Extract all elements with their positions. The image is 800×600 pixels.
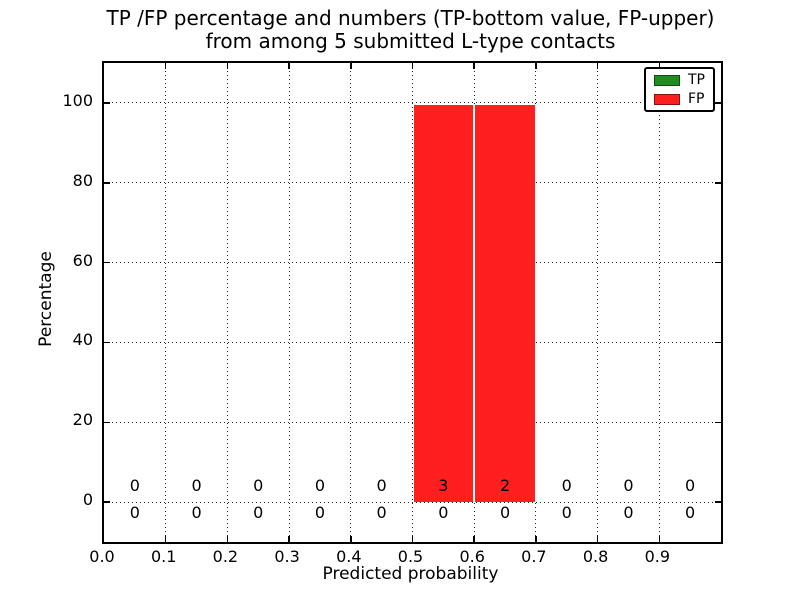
legend: TP FP [644, 67, 715, 112]
x-tick-mark [596, 63, 599, 69]
legend-label: FP [688, 91, 705, 107]
plot-area: TP FP 0 0 0 0 0 0 0 0 0 0 3 0 2 0 0 0 0 0 0 0 [102, 61, 723, 544]
fp-count-label: 0 [685, 476, 696, 496]
x-tick-mark [226, 536, 229, 542]
fp-count-label: 0 [376, 476, 387, 496]
x-tick-label: 0.4 [336, 547, 362, 566]
tp-count-label: 0 [561, 503, 572, 523]
tp-count-label: 0 [685, 503, 696, 523]
bar-fp [412, 104, 475, 503]
fp-count-label: 0 [314, 476, 326, 496]
tp-legend-swatch [654, 74, 680, 86]
y-tick-mark [715, 421, 721, 423]
x-tick-mark [473, 63, 475, 69]
x-tick-label: 0.1 [150, 547, 177, 566]
fp-count-label: 0 [561, 476, 572, 496]
chart-title-line2: from among 5 submitted L-type contacts [205, 29, 616, 53]
fp-count-label: 0 [191, 476, 202, 496]
y-tick-label: 60 [72, 250, 93, 270]
fp-count-label: 3 [438, 476, 449, 496]
x-tick-mark [288, 536, 290, 542]
gridline-vertical [288, 63, 290, 542]
y-tick-mark [715, 102, 721, 104]
gridline-vertical [350, 63, 352, 542]
tp-count-label: 0 [253, 503, 264, 523]
x-tick-mark [596, 536, 599, 542]
y-tick-mark [715, 182, 721, 184]
y-tick-mark [104, 501, 110, 503]
gridline-vertical [226, 63, 228, 542]
gridline-vertical [165, 63, 167, 542]
gridline-vertical [535, 63, 537, 542]
tp-count-label: 0 [623, 503, 634, 523]
y-tick-label: 100 [62, 90, 93, 110]
x-tick-mark [658, 536, 661, 542]
y-tick-mark [715, 341, 721, 344]
x-tick-mark [411, 536, 414, 542]
x-tick-mark [535, 63, 537, 69]
x-tick-label: 0.3 [274, 547, 300, 566]
x-tick-label: 0.7 [521, 547, 547, 566]
legend-item: TP [654, 73, 705, 87]
y-tick-label: 0 [82, 490, 93, 510]
x-axis-label: Predicted probability [322, 564, 499, 584]
y-tick-mark [104, 421, 110, 423]
x-tick-mark [350, 63, 352, 69]
x-tick-label: 0.6 [459, 547, 485, 566]
tp-count-label: 0 [499, 503, 511, 523]
y-tick-label: 20 [72, 410, 93, 430]
fp-count-label: 2 [499, 476, 511, 496]
x-tick-mark [226, 63, 229, 69]
y-tick-mark [104, 182, 110, 184]
fp-count-label: 0 [129, 476, 140, 496]
y-tick-mark [715, 501, 721, 503]
y-tick-label: 40 [72, 330, 93, 350]
x-tick-label: 0.2 [212, 547, 239, 566]
x-tick-label: 0.5 [397, 547, 424, 566]
y-tick-mark [104, 341, 110, 344]
x-tick-mark [350, 536, 352, 542]
x-tick-mark [473, 536, 475, 542]
y-tick-label: 80 [72, 170, 93, 190]
x-tick-label: 0.9 [644, 547, 671, 566]
tp-count-label: 0 [129, 503, 140, 523]
y-tick-mark [715, 261, 721, 264]
tp-count-label: 0 [191, 503, 202, 523]
fp-count-label: 0 [623, 476, 634, 496]
x-tick-label: 0.8 [582, 547, 609, 566]
y-tick-mark [104, 261, 110, 264]
x-tick-mark [658, 63, 661, 69]
x-tick-mark [164, 536, 167, 542]
legend-item: FP [654, 92, 705, 106]
fp-count-label: 0 [253, 476, 264, 496]
fp-legend-swatch [654, 93, 680, 105]
bar-fp [474, 104, 536, 503]
tp-count-label: 0 [438, 503, 449, 523]
tp-count-label: 0 [314, 503, 326, 523]
x-tick-mark [535, 536, 537, 542]
gridline-vertical [658, 63, 660, 542]
legend-label: TP [688, 72, 705, 88]
x-tick-mark [411, 63, 414, 69]
tp-count-label: 0 [376, 503, 387, 523]
y-tick-mark [104, 102, 110, 104]
chart-title: TP /FP percentage and numbers (TP-bottom… [102, 7, 719, 53]
gridline-vertical [597, 63, 599, 542]
chart-title-line1: TP /FP percentage and numbers (TP-bottom… [106, 6, 715, 30]
x-tick-mark [288, 63, 290, 69]
x-tick-mark [164, 63, 167, 69]
x-tick-label: 0.0 [89, 547, 115, 566]
